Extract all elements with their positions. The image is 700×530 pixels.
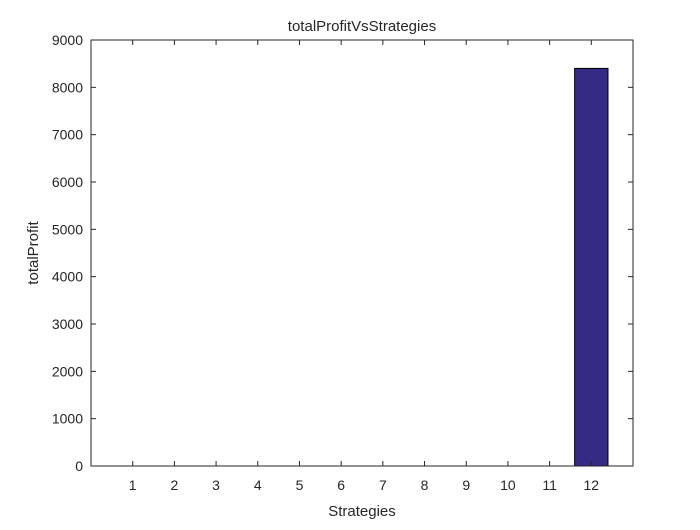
x-tick-label-12: 12 xyxy=(584,477,600,493)
x-tick-label-10: 10 xyxy=(500,477,516,493)
bars-layer xyxy=(574,67,609,467)
y-tick-label-0: 0 xyxy=(75,458,83,474)
x-tick-label-4: 4 xyxy=(254,477,262,493)
y-tick-label-7000: 7000 xyxy=(52,127,83,143)
x-axis-label: Strategies xyxy=(328,503,396,520)
y-tick-label-3000: 3000 xyxy=(52,316,83,332)
x-tick-label-2: 2 xyxy=(170,477,178,493)
bar-strategy-12 xyxy=(574,67,609,467)
y-tick-label-4000: 4000 xyxy=(52,269,83,285)
x-tick-label-3: 3 xyxy=(212,477,220,493)
x-tick-label-7: 7 xyxy=(379,477,387,493)
x-tick-label-9: 9 xyxy=(462,477,470,493)
plot-background xyxy=(91,40,633,466)
y-tick-label-9000: 9000 xyxy=(52,32,83,48)
y-tick-label-6000: 6000 xyxy=(52,174,83,190)
y-tick-label-2000: 2000 xyxy=(52,363,83,379)
ticks-layer: 1 2 3 4 5 6 7 8 9 10 11 120100020003000400050006000… xyxy=(52,32,633,493)
y-tick-label-1000: 1000 xyxy=(52,411,83,427)
x-tick-label-8: 8 xyxy=(421,477,429,493)
y-axis-label: totalProfit xyxy=(25,220,42,284)
chart-title: totalProfitVsStrategies xyxy=(288,18,436,35)
x-tick-label-6: 6 xyxy=(337,477,345,493)
x-tick-label-1: 1 xyxy=(129,477,137,493)
x-tick-label-5: 5 xyxy=(296,477,304,493)
y-tick-label-5000: 5000 xyxy=(52,221,83,237)
x-tick-label-11: 11 xyxy=(542,477,557,493)
plot-area-frame xyxy=(90,39,634,467)
y-tick-label-8000: 8000 xyxy=(52,79,83,95)
